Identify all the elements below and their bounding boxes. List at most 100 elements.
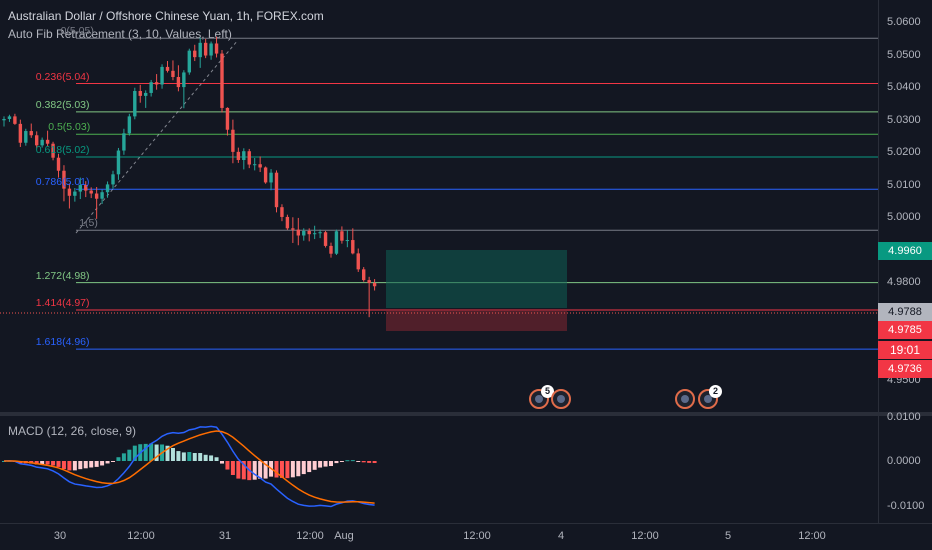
candle-body (362, 269, 366, 281)
candle-body (45, 139, 50, 144)
macd-histogram-bar (100, 461, 105, 466)
price-tick: 5.0600 (887, 16, 921, 28)
candle-body (340, 231, 344, 241)
macd-histogram-bar (105, 461, 110, 464)
candle-body (62, 170, 66, 189)
macd-histogram-bar (2, 461, 6, 462)
macd-histogram-bar (367, 461, 372, 463)
candle-body (138, 90, 142, 96)
candle-body (154, 82, 159, 85)
fib-level-label: 0.5(5.03) (48, 121, 91, 134)
macd-histogram-bar (40, 461, 45, 465)
macd-histogram-bar (301, 461, 306, 475)
macd-histogram-bar (241, 461, 246, 480)
price-chart[interactable] (0, 0, 878, 412)
time-tick: 4 (557, 530, 565, 542)
candle-body (302, 230, 306, 236)
price-tick: 5.0100 (887, 178, 921, 191)
candle-body (40, 139, 44, 146)
macd-histogram-bar (350, 460, 355, 462)
price-tick: 5.0400 (887, 81, 921, 94)
candle-body (171, 70, 175, 78)
macd-histogram-bar (296, 461, 301, 477)
candle-body (51, 143, 55, 158)
time-axis[interactable]: 30 12:00 31 12:00 Aug 12:00 4 12:00 5 12… (0, 523, 932, 550)
candle-body (236, 151, 241, 160)
macd-histogram-bar (372, 461, 377, 464)
candle-body (307, 230, 311, 235)
time-tick: 12:00 (463, 530, 491, 542)
macd-histogram-bar (83, 461, 88, 469)
price-tick: 4.9800 (887, 276, 921, 289)
fib-level-label: 0.236(5.04) (35, 70, 90, 83)
macd-histogram-bar (345, 460, 350, 462)
candle-body (7, 116, 12, 119)
fib-level-label: 0.618(5.02) (35, 144, 90, 157)
macd-histogram-bar (236, 461, 241, 479)
time-tick: 12:00 (798, 530, 826, 542)
price-tick: 5.0000 (887, 211, 921, 224)
event-marker[interactable] (675, 389, 695, 409)
candle-body (144, 92, 148, 96)
candles (2, 36, 377, 318)
indicator-title[interactable]: Auto Fib Retracement (3, 10, Values, Lef… (8, 27, 232, 41)
current-price-badge: 4.9785 (878, 321, 932, 339)
fib-level-label: 1(5) (79, 217, 98, 230)
time-tick: 30 (53, 530, 67, 542)
macd-histogram-bar (45, 461, 50, 465)
time-tick: 12:00 (631, 530, 659, 542)
macd-histogram-bar (170, 447, 175, 461)
macd-histogram-bar (78, 461, 83, 470)
candle-body (318, 232, 322, 234)
candle-body (209, 43, 213, 56)
flag-icon (704, 395, 712, 403)
candle-body (149, 82, 153, 93)
flag-icon (535, 395, 543, 403)
time-tick: 31 (218, 530, 232, 542)
macd-histogram-bar (279, 461, 284, 478)
macd-axis[interactable]: 0.0100 0.0000 -0.0100 (878, 411, 932, 523)
candle-body (56, 157, 61, 171)
macd-histogram-bar (209, 455, 214, 461)
candle-body (122, 133, 126, 151)
macd-histogram-bar (127, 449, 132, 461)
macd-histogram-bar (67, 461, 72, 471)
target-price-badge: 4.9960 (878, 242, 932, 260)
macd-histogram-bar (318, 461, 323, 468)
macd-histogram-bar (72, 461, 77, 471)
fib-level-label: 0.786(5.01) (35, 176, 90, 189)
macd-histogram-bar (89, 461, 94, 468)
candle-body (182, 72, 186, 88)
candle-body (356, 253, 360, 270)
macd-chart[interactable] (0, 416, 878, 523)
pane-separator[interactable] (0, 412, 932, 416)
macd-histogram-bar (187, 452, 192, 461)
symbol-title[interactable]: Australian Dollar / Offshore Chinese Yua… (8, 9, 324, 23)
candle-body (203, 42, 208, 56)
candle-body (35, 135, 39, 146)
profit-zone (386, 250, 567, 308)
price-tick: 5.0500 (887, 48, 921, 61)
macd-histogram-bar (154, 444, 159, 461)
signal-line (3, 430, 375, 504)
macd-histogram-bar (307, 461, 312, 473)
candle-body (198, 42, 202, 58)
time-tick: 12:00 (296, 530, 324, 542)
event-count-badge: 5 (541, 385, 554, 398)
macd-histogram-bar (198, 453, 203, 461)
long-position-tool[interactable] (386, 250, 567, 331)
candle-body (291, 228, 295, 230)
candle-body (351, 240, 355, 254)
macd-histogram-bar (274, 461, 279, 478)
macd-histogram-bar (143, 443, 148, 461)
event-marker[interactable] (551, 389, 571, 409)
candle-body (280, 207, 284, 217)
macd-title[interactable]: MACD (12, 26, close, 9) (8, 424, 137, 438)
candle-body (253, 164, 257, 166)
fib-level-label: 1.414(4.97) (35, 297, 90, 310)
candle-body (329, 245, 333, 254)
candle-body (78, 185, 82, 192)
macd-histogram-bar (361, 461, 366, 463)
macd-histogram-bar (165, 445, 170, 461)
time-tick: Aug (334, 530, 354, 542)
